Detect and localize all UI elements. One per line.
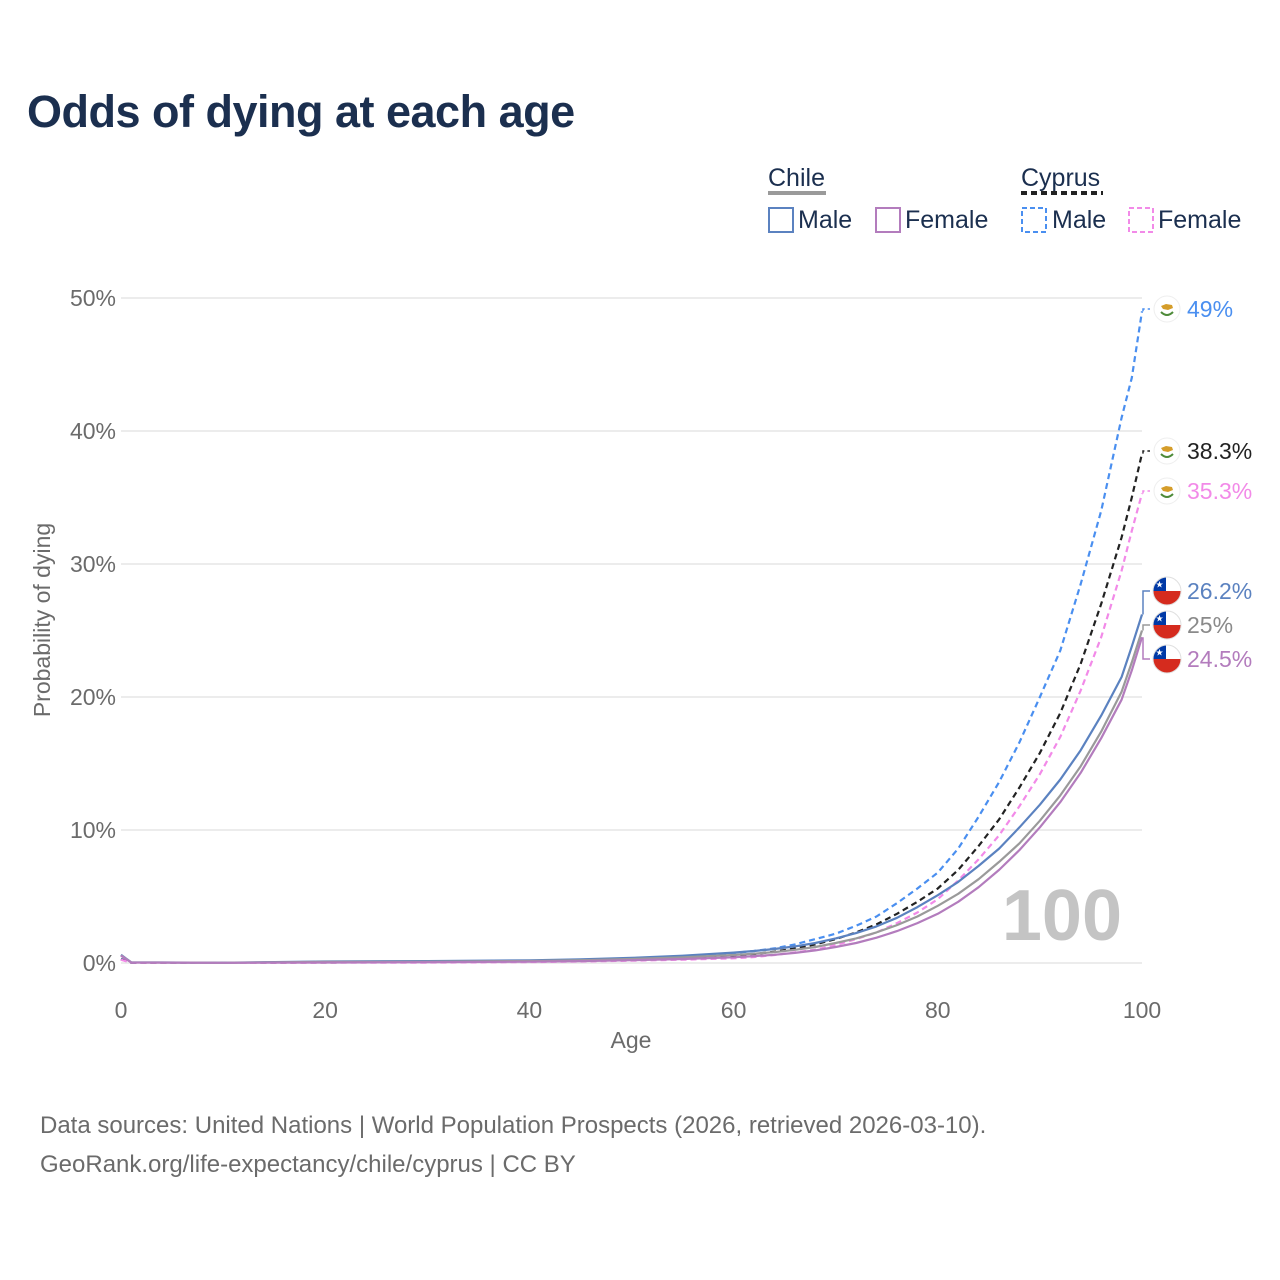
line-chile-overall (120, 630, 1144, 964)
y-tick-label: 40% (70, 418, 116, 444)
connector-cyprus-female (1142, 490, 1150, 494)
chart-title: Odds of dying at each age (27, 86, 575, 137)
svg-text:★: ★ (1155, 614, 1163, 624)
svg-text:★: ★ (1155, 648, 1163, 658)
svg-text:★: ★ (1155, 580, 1163, 590)
flag-chile-icon: ★ (1152, 644, 1182, 674)
x-axis-label: Age (611, 1027, 652, 1053)
flag-chile-icon: ★ (1152, 576, 1182, 606)
end-label-cyprus-overall: 38.3% (1187, 438, 1252, 464)
flag-cyprus-icon (1153, 295, 1181, 323)
x-tick-label: 0 (115, 997, 128, 1023)
legend-cyprus-male-swatch[interactable] (1021, 207, 1047, 233)
legend-chile-male-label: Male (798, 206, 852, 234)
legend-chile-female-swatch[interactable] (875, 207, 901, 233)
footer: Data sources: United Nations | World Pop… (40, 1106, 986, 1184)
line-chile-male (120, 614, 1144, 964)
legend: Chile Male Female Cyprus Male Female (768, 164, 1241, 234)
gridlines (121, 297, 1142, 964)
flag-cyprus-icon (1153, 477, 1181, 505)
age-watermark: 100 (1002, 876, 1122, 956)
legend-chile-title: Chile (768, 164, 825, 192)
connector-chile-male (1142, 590, 1150, 615)
x-tick-label: 100 (1123, 997, 1161, 1023)
end-label-cyprus-male: 49% (1187, 296, 1233, 322)
y-tick-label: 20% (70, 684, 116, 710)
legend-cyprus-title: Cyprus (1021, 164, 1100, 192)
legend-chile-female-label: Female (905, 206, 988, 234)
line-cyprus-male (120, 311, 1144, 964)
x-tick-label: 60 (721, 997, 747, 1023)
x-tick-label: 40 (517, 997, 543, 1023)
connector-chile-overall (1142, 624, 1150, 631)
y-tick-label: 50% (70, 285, 116, 311)
y-tick-label: 0% (83, 950, 116, 976)
flag-cyprus-icon (1153, 437, 1181, 465)
x-tick-label: 20 (312, 997, 338, 1023)
end-label-chile-overall: 25% (1187, 612, 1233, 638)
y-tick-label: 30% (70, 551, 116, 577)
x-tick-labels: 0 20 40 60 80 100 (115, 997, 1162, 1023)
connector-cyprus-male (1142, 308, 1150, 312)
series-lines (120, 311, 1144, 965)
legend-cyprus-female-swatch[interactable] (1128, 207, 1154, 233)
y-axis-label: Probability of dying (29, 523, 55, 717)
y-tick-label: 10% (70, 817, 116, 843)
connector-cyprus-overall (1142, 450, 1150, 454)
end-label-chile-female: 24.5% (1187, 646, 1252, 672)
x-tick-label: 80 (925, 997, 951, 1023)
end-label-chile-male: 26.2% (1187, 578, 1252, 604)
line-cyprus-female (120, 493, 1144, 965)
end-labels: 49% 38.3% 35.3% ★ 26.2% ★ 25% ★ 24.5% (1142, 295, 1252, 674)
legend-cyprus-male-label: Male (1052, 206, 1106, 234)
legend-chile-male-swatch[interactable] (768, 207, 794, 233)
line-chile-female (120, 636, 1144, 964)
footer-sources: Data sources: United Nations | World Pop… (40, 1112, 987, 1139)
connector-chile-female (1142, 637, 1150, 660)
flag-chile-icon: ★ (1152, 610, 1182, 640)
line-cyprus-overall (120, 453, 1144, 964)
y-tick-labels: 0% 10% 20% 30% 40% 50% (70, 285, 116, 976)
footer-credit[interactable]: GeoRank.org/life-expectancy/chile/cyprus… (40, 1151, 576, 1178)
end-label-cyprus-female: 35.3% (1187, 478, 1252, 504)
legend-cyprus-female-label: Female (1158, 206, 1241, 234)
